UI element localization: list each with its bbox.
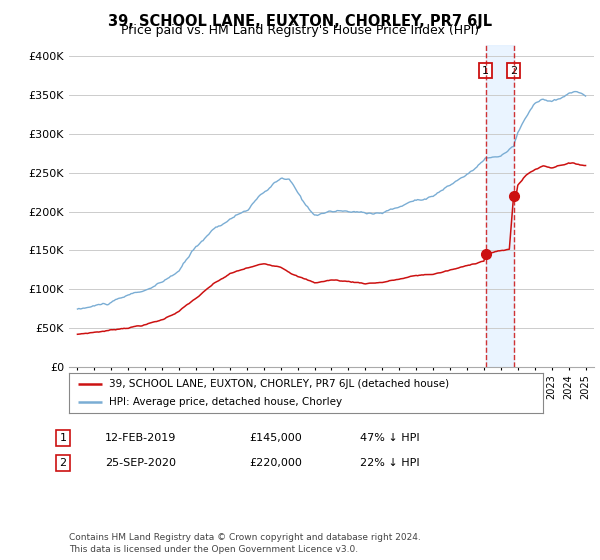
Text: £145,000: £145,000 — [249, 433, 302, 443]
Text: 22% ↓ HPI: 22% ↓ HPI — [360, 458, 419, 468]
Text: 1: 1 — [482, 66, 489, 76]
Bar — [485, 45, 514, 367]
Text: Price paid vs. HM Land Registry's House Price Index (HPI): Price paid vs. HM Land Registry's House … — [121, 24, 479, 37]
Text: Contains HM Land Registry data © Crown copyright and database right 2024.
This d: Contains HM Land Registry data © Crown c… — [69, 533, 421, 554]
Text: 25-SEP-2020: 25-SEP-2020 — [105, 458, 176, 468]
Text: 12-FEB-2019: 12-FEB-2019 — [105, 433, 176, 443]
Text: 47% ↓ HPI: 47% ↓ HPI — [360, 433, 419, 443]
Text: 2: 2 — [510, 66, 517, 76]
Text: 39, SCHOOL LANE, EUXTON, CHORLEY, PR7 6JL (detached house): 39, SCHOOL LANE, EUXTON, CHORLEY, PR7 6J… — [109, 379, 449, 389]
Text: £220,000: £220,000 — [249, 458, 302, 468]
Text: 39, SCHOOL LANE, EUXTON, CHORLEY, PR7 6JL: 39, SCHOOL LANE, EUXTON, CHORLEY, PR7 6J… — [108, 14, 492, 29]
Text: 2: 2 — [59, 458, 67, 468]
Text: HPI: Average price, detached house, Chorley: HPI: Average price, detached house, Chor… — [109, 398, 343, 407]
Text: 1: 1 — [59, 433, 67, 443]
